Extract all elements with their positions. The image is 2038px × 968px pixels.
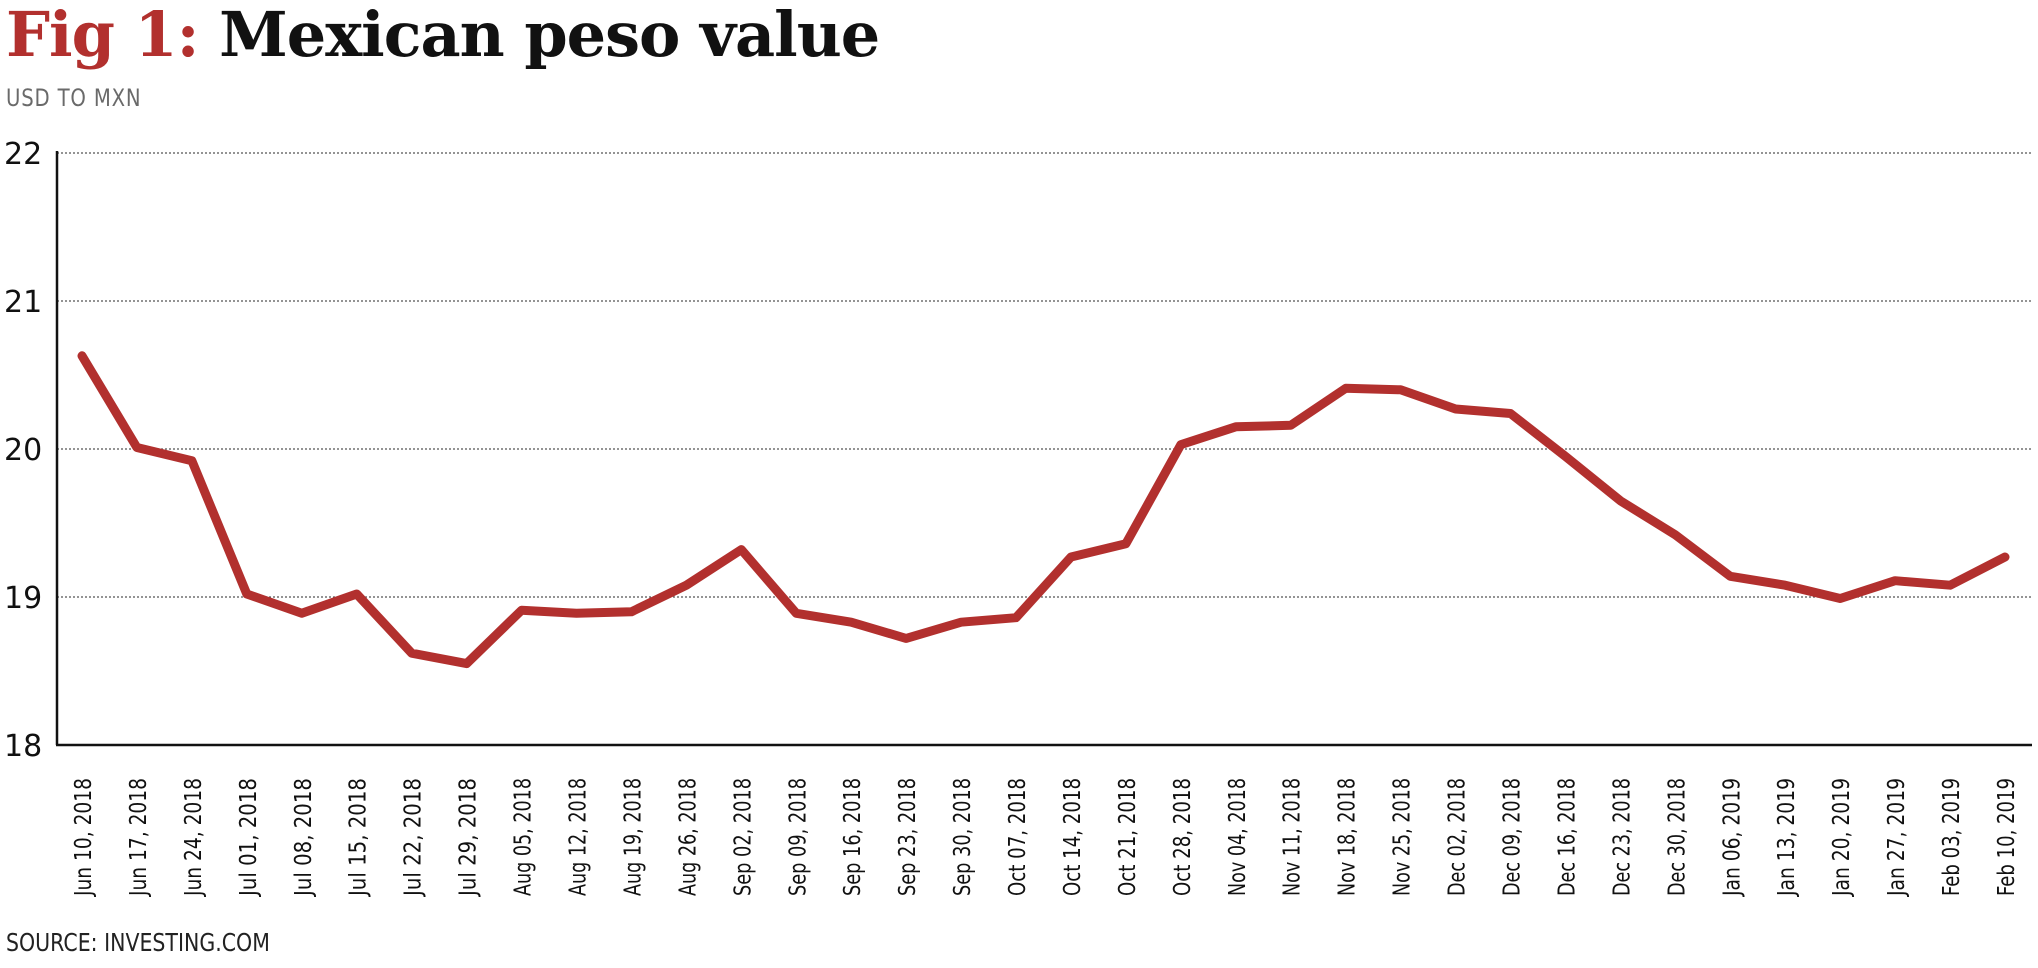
data-point [1510, 413, 1512, 415]
data-point [1180, 444, 1182, 446]
x-tick-label: Jan 27, 2019 [1884, 778, 1910, 898]
data-point [81, 355, 83, 357]
y-tick-label-20: 20 [4, 433, 42, 468]
x-tick-label: Jun 17, 2018 [126, 778, 152, 898]
x-tick-label: Dec 30, 2018 [1664, 778, 1690, 896]
data-point [411, 652, 413, 654]
data-point [2004, 556, 2006, 558]
data-point [1290, 424, 1292, 426]
x-tick-label: Sep 09, 2018 [785, 778, 811, 896]
x-tick-label: Nov 25, 2018 [1390, 778, 1416, 896]
data-point [356, 593, 358, 595]
data-point [960, 621, 962, 623]
y-tick-label-19: 19 [4, 581, 42, 616]
x-tick-label: Oct 28, 2018 [1170, 778, 1196, 896]
x-tick-labels: Jun 10, 2018 Jun 17, 2018 Jun 24, 2018 Jul … [71, 778, 2020, 898]
data-point [1235, 426, 1237, 428]
data-point [1729, 575, 1731, 577]
data-point [1839, 598, 1841, 600]
data-point [1565, 455, 1567, 457]
data-point [1674, 534, 1676, 536]
x-tick-label: Aug 19, 2018 [620, 778, 646, 896]
x-tick-label: Jul 08, 2018 [291, 778, 317, 898]
x-tick-label: Aug 26, 2018 [675, 778, 701, 896]
data-point [1345, 387, 1347, 389]
data-point [1894, 580, 1896, 582]
y-tick-label-22: 22 [4, 137, 42, 172]
x-tick-label: Nov 11, 2018 [1280, 778, 1306, 896]
axis-layer [55, 151, 2032, 747]
x-tick-label: Feb 03, 2019 [1939, 778, 1965, 896]
x-tick-label: Dec 16, 2018 [1554, 778, 1580, 896]
x-tick-label: Sep 30, 2018 [950, 778, 976, 896]
y-tick-labels: 18 19 20 21 22 [4, 137, 42, 764]
title-prefix: Fig 1: [6, 0, 200, 71]
x-tick-label: Jul 15, 2018 [346, 778, 372, 898]
chart-subtitle: USD TO MXN [6, 84, 142, 112]
x-tick-label: Aug 05, 2018 [511, 778, 537, 896]
data-point [301, 612, 303, 614]
data-point [740, 549, 742, 551]
x-tick-label: Sep 23, 2018 [895, 778, 921, 896]
x-tick-label: Jul 29, 2018 [456, 778, 482, 898]
x-tick-label: Oct 21, 2018 [1115, 778, 1141, 896]
data-point [136, 447, 138, 449]
x-tick-label: Jul 22, 2018 [401, 778, 427, 898]
x-tick-label: Aug 12, 2018 [565, 778, 591, 896]
data-point [685, 584, 687, 586]
data-point [905, 637, 907, 639]
x-tick-label: Oct 07, 2018 [1005, 778, 1031, 896]
x-tick-label: Jul 01, 2018 [236, 778, 262, 898]
data-point [1400, 389, 1402, 391]
series-line-0 [77, 351, 2010, 669]
x-tick-label: Feb 10, 2019 [1994, 778, 2020, 896]
x-tick-label: Oct 14, 2018 [1060, 778, 1086, 896]
data-point [191, 460, 193, 462]
data-point [1070, 556, 1072, 558]
y-tick-label-21: 21 [4, 285, 42, 320]
data-point [850, 621, 852, 623]
x-tick-label: Sep 02, 2018 [730, 778, 756, 896]
x-tick-label: Dec 23, 2018 [1609, 778, 1635, 896]
x-tick-label: Dec 02, 2018 [1445, 778, 1471, 896]
data-point [1455, 408, 1457, 410]
x-tick-label: Nov 04, 2018 [1225, 778, 1251, 896]
data-point [1125, 543, 1127, 545]
x-tick-label: Jun 24, 2018 [181, 778, 207, 898]
data-point [1949, 584, 1951, 586]
x-tick-label: Jun 10, 2018 [71, 778, 97, 898]
data-point [1784, 584, 1786, 586]
data-point [1619, 500, 1621, 502]
source-note: SOURCE: INVESTING.COM [6, 928, 270, 957]
data-point [521, 609, 523, 611]
data-point [466, 663, 468, 665]
x-tick-label: Nov 18, 2018 [1335, 778, 1361, 896]
grid-layer [57, 152, 2032, 598]
title-main: Mexican peso value [219, 0, 880, 71]
x-tick-label: Jan 13, 2019 [1774, 778, 1800, 898]
x-tick-label: Jan 06, 2019 [1719, 778, 1745, 898]
y-tick-label-18: 18 [4, 729, 42, 764]
x-tick-label: Jan 20, 2019 [1829, 778, 1855, 898]
x-tick-label: Dec 09, 2018 [1500, 778, 1526, 896]
x-tick-label: Sep 16, 2018 [840, 778, 866, 896]
data-point [630, 611, 632, 613]
chart-title: Fig 1: Mexican peso value [6, 0, 880, 71]
data-point [246, 593, 248, 595]
data-point [795, 612, 797, 614]
data-point [1015, 617, 1017, 619]
data-point [576, 612, 578, 614]
series-layer [77, 351, 2010, 669]
